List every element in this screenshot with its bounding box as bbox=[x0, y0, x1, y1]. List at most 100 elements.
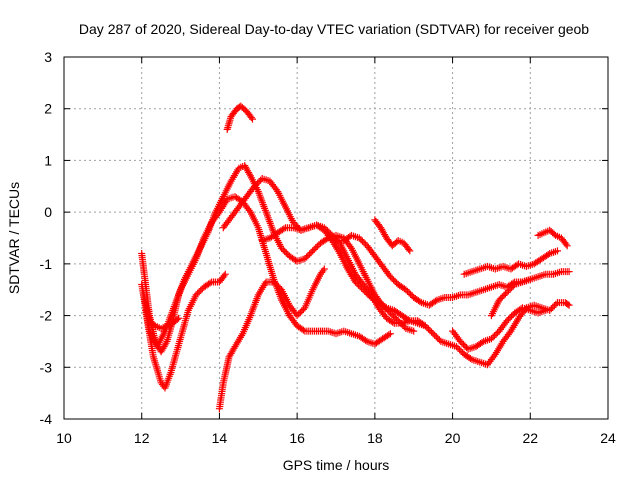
data-point bbox=[503, 288, 511, 296]
y-tick-label: 0 bbox=[44, 204, 52, 220]
data-point bbox=[407, 290, 415, 298]
data-point bbox=[278, 244, 286, 252]
data-point bbox=[353, 280, 361, 287]
data-point bbox=[303, 253, 310, 261]
series-s12 bbox=[449, 304, 550, 353]
data-point bbox=[195, 288, 203, 296]
data-point bbox=[206, 279, 214, 287]
data-point bbox=[563, 242, 571, 250]
data-point bbox=[362, 336, 369, 344]
data-point bbox=[425, 325, 432, 333]
data-point bbox=[500, 291, 508, 299]
grid-lines bbox=[64, 57, 608, 419]
series-s11 bbox=[534, 226, 571, 250]
data-point bbox=[197, 286, 205, 294]
y-tick-label: -1 bbox=[40, 256, 53, 272]
data-point bbox=[173, 315, 181, 323]
data-point bbox=[562, 240, 570, 248]
data-point bbox=[351, 278, 359, 286]
data-point bbox=[508, 312, 516, 320]
data-point bbox=[254, 179, 261, 187]
series-s10 bbox=[460, 247, 561, 278]
series-s9 bbox=[371, 216, 414, 255]
data-point bbox=[405, 245, 413, 253]
x-tick-label: 20 bbox=[445, 430, 461, 446]
series-s3 bbox=[142, 270, 229, 392]
data-point bbox=[364, 290, 372, 298]
data-point bbox=[497, 295, 505, 302]
x-tick-label: 12 bbox=[134, 430, 150, 446]
data-point bbox=[221, 270, 229, 278]
data-point bbox=[247, 114, 255, 121]
y-axis-label: SDTVAR / TECUs bbox=[6, 182, 22, 294]
data-point bbox=[404, 316, 412, 324]
data-point bbox=[554, 247, 561, 255]
data-point bbox=[429, 330, 437, 338]
data-point bbox=[458, 339, 466, 347]
data-point bbox=[385, 331, 393, 339]
data-point bbox=[478, 339, 486, 346]
y-tick-label: 3 bbox=[44, 49, 52, 65]
x-tick-label: 16 bbox=[289, 430, 305, 446]
data-point bbox=[547, 305, 555, 313]
data-point bbox=[487, 335, 495, 343]
data-point bbox=[460, 341, 467, 348]
data-point bbox=[506, 285, 514, 293]
data-point bbox=[457, 347, 465, 355]
x-axis: 10 12 14 16 18 20 22 24 bbox=[56, 57, 616, 446]
plot-frame bbox=[63, 56, 609, 420]
y-tick-label: -3 bbox=[40, 359, 53, 375]
data-point bbox=[304, 252, 312, 260]
data-point bbox=[310, 245, 318, 253]
data-point bbox=[526, 275, 534, 283]
data-point bbox=[565, 268, 573, 276]
data-point bbox=[498, 293, 506, 301]
data-point bbox=[428, 328, 436, 336]
data-point bbox=[508, 284, 516, 292]
x-tick-label: 18 bbox=[367, 430, 383, 446]
data-point bbox=[360, 239, 368, 247]
data-point bbox=[388, 274, 396, 282]
data-point bbox=[175, 314, 183, 322]
data-point bbox=[564, 300, 572, 308]
data-point bbox=[505, 315, 512, 323]
data-point bbox=[434, 334, 442, 342]
data-point bbox=[192, 291, 200, 299]
x-tick-label: 10 bbox=[56, 430, 72, 446]
data-point bbox=[280, 225, 288, 233]
data-point bbox=[249, 115, 256, 123]
data-point bbox=[549, 303, 557, 311]
data-point bbox=[432, 297, 439, 305]
data-point bbox=[552, 300, 560, 308]
data-point bbox=[404, 287, 411, 295]
data-point bbox=[391, 277, 399, 285]
data-point bbox=[255, 178, 263, 186]
data-point bbox=[402, 286, 410, 294]
data-point bbox=[405, 289, 413, 297]
data-point bbox=[306, 250, 314, 258]
y-tick-label: 1 bbox=[44, 152, 52, 168]
data-point bbox=[309, 247, 317, 255]
data-point bbox=[313, 242, 321, 250]
series-s8 bbox=[332, 231, 573, 309]
data-point bbox=[361, 287, 369, 295]
data-point bbox=[466, 355, 474, 362]
series-s7 bbox=[258, 221, 429, 330]
data-point bbox=[426, 327, 434, 335]
data-point bbox=[410, 327, 418, 335]
data-point bbox=[357, 236, 365, 244]
data-point bbox=[194, 289, 202, 297]
data-point bbox=[495, 296, 503, 304]
data-point bbox=[356, 283, 364, 291]
x-tick-label: 14 bbox=[212, 430, 228, 446]
data-point bbox=[381, 303, 389, 311]
data-point bbox=[565, 301, 573, 309]
data-point bbox=[320, 265, 328, 273]
data-point bbox=[390, 312, 397, 320]
data-point bbox=[456, 337, 464, 345]
data-point bbox=[505, 287, 512, 295]
data-point bbox=[252, 181, 260, 189]
data-point bbox=[307, 249, 315, 256]
x-tick-label: 24 bbox=[600, 430, 616, 446]
